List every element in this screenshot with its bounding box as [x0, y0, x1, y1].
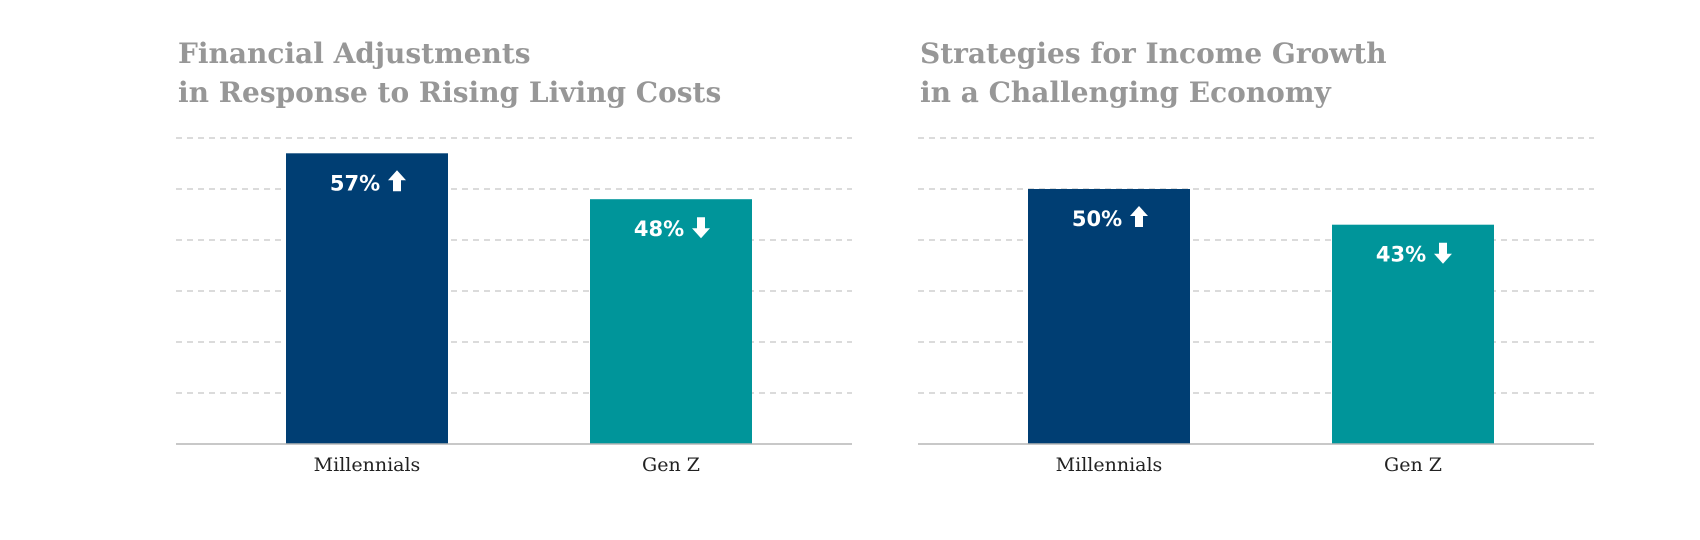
data-label: 48% [634, 217, 684, 241]
category-label: Gen Z [1384, 454, 1442, 476]
chart-title-line-2: in Response to Rising Living Costs [178, 76, 722, 109]
chart-panel-financial-adjustments: Financial Adjustments in Response to Ris… [0, 0, 852, 540]
bar-millennials [286, 153, 448, 445]
category-label: Millennials [314, 454, 421, 476]
bar-gen-z [590, 199, 752, 444]
up-arrow-icon [388, 170, 406, 192]
bar-gen-z [1332, 224, 1494, 444]
data-label: 43% [1376, 243, 1426, 267]
data-label: 50% [1072, 207, 1122, 231]
down-arrow-icon [1434, 242, 1452, 264]
bar-millennials [1028, 189, 1190, 444]
data-label: 57% [330, 171, 380, 195]
up-arrow-icon [1130, 206, 1148, 227]
chart-title-line-2: in a Challenging Economy [920, 76, 1331, 109]
bar-chart-financial-adjustments: 57% Millennials 48% Gen Z [176, 137, 852, 476]
chart-title: Financial Adjustments in Response to Ris… [178, 34, 721, 112]
category-label: Gen Z [642, 454, 700, 476]
chart-title-line-1: Financial Adjustments [178, 37, 531, 70]
down-arrow-icon [692, 217, 710, 239]
category-label: Millennials [1056, 454, 1163, 476]
chart-title-line-1: Strategies for Income Growth [920, 37, 1387, 70]
bar-chart-income-growth: 50% Millennials 43% Gen Z [918, 137, 1594, 476]
chart-title: Strategies for Income Growth in a Challe… [920, 34, 1387, 112]
chart-panel-income-growth: Strategies for Income Growth in a Challe… [742, 0, 1594, 540]
